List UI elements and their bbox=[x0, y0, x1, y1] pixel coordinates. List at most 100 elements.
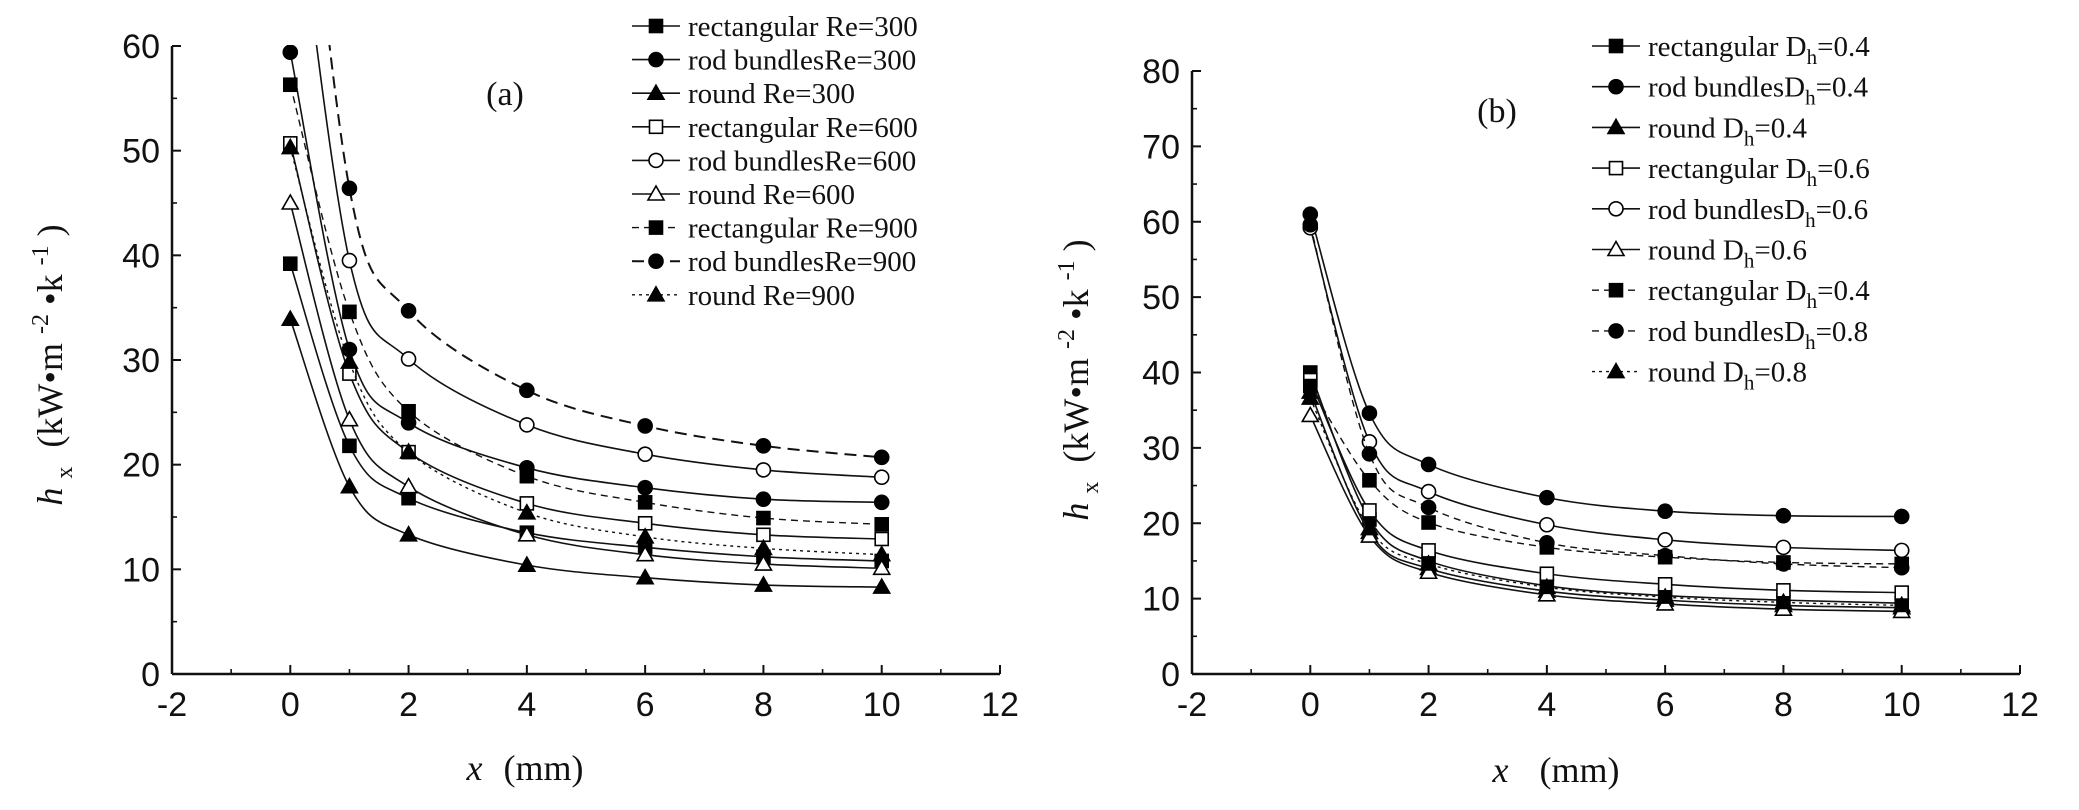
data-point-s5-7 bbox=[1893, 542, 1910, 559]
legend-label-4: rectangular Re=600 bbox=[688, 112, 918, 144]
data-point-s2-4 bbox=[1539, 489, 1555, 506]
x-axis-title-b: x (mm) bbox=[1492, 750, 1620, 790]
legend-label-4: rectangular Dh=0.6 bbox=[1648, 153, 1870, 191]
y-tick-label: 10 bbox=[1142, 581, 1180, 619]
y-axis-unit-pre-b: (kW•m bbox=[1056, 358, 1096, 463]
series-line-9 bbox=[289, 147, 882, 556]
y-axis-sup2-a: -1 bbox=[28, 245, 54, 265]
legend-marker-3 bbox=[1606, 117, 1626, 135]
series-line-1 bbox=[1309, 372, 1902, 604]
data-point-s9-3 bbox=[1419, 554, 1438, 571]
data-point-s3-5 bbox=[635, 568, 655, 585]
legend-label-6: round Re=600 bbox=[688, 179, 855, 211]
svg-text:x (mm): x (mm) bbox=[466, 748, 584, 788]
series-line-8 bbox=[1309, 224, 1902, 569]
legend-label-5: rod bundlesDh=0.6 bbox=[1648, 194, 1868, 232]
y-axis-sup1-b: -2 bbox=[1054, 329, 1080, 349]
data-point-s9-2 bbox=[1360, 518, 1379, 536]
y-tick-label: 50 bbox=[1142, 279, 1180, 317]
legend-marker-5 bbox=[648, 152, 664, 169]
legend-label-1: rectangular Dh=0.4 bbox=[1648, 31, 1870, 69]
data-point-s3-7 bbox=[872, 577, 892, 594]
data-point-s8-3 bbox=[1420, 499, 1437, 516]
data-point-s7-4 bbox=[519, 468, 535, 484]
data-point-s9-3 bbox=[399, 442, 418, 459]
data-point-s8-4 bbox=[1539, 535, 1555, 551]
series-line-2 bbox=[1309, 213, 1902, 518]
data-point-s1-2 bbox=[342, 438, 357, 454]
data-point-s3-3 bbox=[399, 525, 418, 542]
y-tick-label: 0 bbox=[1161, 656, 1180, 694]
y-tick-label: 10 bbox=[122, 551, 160, 589]
x-tick-label: 2 bbox=[399, 686, 418, 724]
x-axis-var-b: x bbox=[1492, 750, 1509, 790]
data-point-s7-6 bbox=[756, 510, 771, 526]
data-point-s9-7 bbox=[1892, 595, 1912, 613]
series-line-3 bbox=[1309, 391, 1902, 609]
data-point-s9-5 bbox=[635, 527, 655, 544]
panel-label-b: (b) bbox=[1477, 93, 1517, 130]
data-point-s5-5 bbox=[1657, 532, 1673, 548]
y-axis-sub-a: x bbox=[52, 467, 78, 479]
y-tick-label: 40 bbox=[1142, 355, 1180, 393]
series-line-8 bbox=[328, 45, 882, 459]
legend-label-7: rectangular Re=900 bbox=[688, 213, 918, 245]
x-axis-unit-a: (mm) bbox=[504, 748, 584, 788]
legend-label-5: rod bundlesRe=600 bbox=[688, 145, 916, 177]
data-point-s2-1 bbox=[282, 45, 299, 61]
data-point-s5-4 bbox=[519, 417, 535, 433]
data-point-s5-6 bbox=[755, 462, 772, 478]
data-point-s6-3 bbox=[1419, 562, 1438, 580]
data-point-s9-7 bbox=[872, 545, 892, 562]
data-point-s8-2 bbox=[1361, 446, 1378, 462]
data-point-s2-7 bbox=[1893, 508, 1910, 525]
svg-text:h x (kW•m: h x (kW•m -2 •k -1 ) bbox=[1042, 239, 1106, 520]
legend-marker-7 bbox=[648, 220, 664, 235]
y-axis-sup1-a: -2 bbox=[28, 314, 54, 334]
legend-marker-2 bbox=[1608, 78, 1624, 95]
data-point-s5-3 bbox=[1420, 483, 1437, 500]
data-point-s8-4 bbox=[519, 382, 535, 399]
x-tick-label: 4 bbox=[1537, 686, 1556, 724]
x-axis-unit-b: (mm) bbox=[1540, 750, 1620, 790]
legend-marker-5 bbox=[1608, 201, 1624, 217]
y-axis-mid-a: •k bbox=[30, 274, 70, 305]
x-axis-title-a: x (mm) bbox=[466, 748, 584, 788]
y-axis-title-b: h x (kW•m -2 •k -1 ) bbox=[1042, 239, 1106, 520]
y-tick-label: 20 bbox=[1142, 505, 1180, 543]
legend-marker-8 bbox=[1608, 323, 1624, 339]
legend-label-2: rod bundlesDh=0.4 bbox=[1648, 72, 1869, 110]
data-point-s1-3 bbox=[401, 490, 416, 506]
data-point-s4-2 bbox=[1362, 503, 1377, 518]
data-point-s1-1 bbox=[282, 256, 298, 272]
data-point-s2-2 bbox=[1361, 405, 1378, 422]
series-line-9 bbox=[1309, 397, 1902, 607]
data-point-s8-6 bbox=[755, 438, 772, 454]
data-point-s9-1 bbox=[280, 137, 300, 155]
data-point-s6-7 bbox=[872, 558, 892, 576]
data-point-s9-2 bbox=[340, 352, 359, 369]
legend-marker-7 bbox=[1608, 282, 1624, 298]
y-axis-unit-post-b: ) bbox=[1056, 239, 1096, 251]
x-tick-label: 0 bbox=[281, 686, 300, 724]
data-point-s8-6 bbox=[1775, 556, 1792, 572]
data-point-s5-5 bbox=[637, 446, 653, 463]
y-tick-label: 0 bbox=[141, 656, 160, 694]
data-point-s2-5 bbox=[1657, 503, 1673, 519]
y-tick-label: 80 bbox=[1142, 53, 1180, 91]
data-point-s5-6 bbox=[1775, 539, 1792, 556]
y-axis-var-b: h bbox=[1056, 503, 1096, 521]
x-tick-label: 8 bbox=[1774, 686, 1793, 724]
x-tick-label: -2 bbox=[157, 686, 187, 724]
legend-label-3: round Dh=0.4 bbox=[1648, 112, 1807, 150]
x-tick-label: 10 bbox=[1883, 686, 1921, 724]
x-tick-label: 6 bbox=[636, 686, 655, 724]
data-point-s9-6 bbox=[754, 538, 773, 556]
y-tick-label: 30 bbox=[1142, 430, 1180, 468]
data-point-s2-5 bbox=[637, 479, 653, 496]
legend-marker-1 bbox=[648, 18, 664, 34]
legend-label-9: round Re=900 bbox=[688, 280, 855, 312]
